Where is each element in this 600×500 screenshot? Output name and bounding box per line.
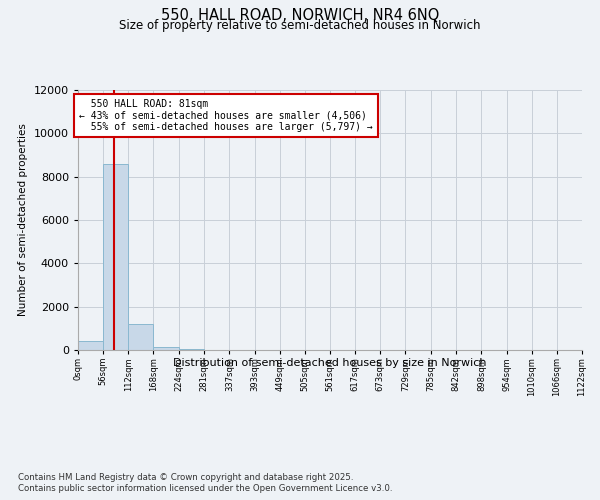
Text: Contains HM Land Registry data © Crown copyright and database right 2025.: Contains HM Land Registry data © Crown c… <box>18 472 353 482</box>
Bar <box>179 348 204 350</box>
Bar <box>128 324 154 350</box>
Text: Contains public sector information licensed under the Open Government Licence v3: Contains public sector information licen… <box>18 484 392 493</box>
Bar <box>154 347 179 350</box>
Text: 550 HALL ROAD: 81sqm
← 43% of semi-detached houses are smaller (4,506)
  55% of : 550 HALL ROAD: 81sqm ← 43% of semi-detac… <box>79 98 373 132</box>
Text: 550, HALL ROAD, NORWICH, NR4 6NQ: 550, HALL ROAD, NORWICH, NR4 6NQ <box>161 8 439 22</box>
Text: Distribution of semi-detached houses by size in Norwich: Distribution of semi-detached houses by … <box>173 358 487 368</box>
Bar <box>78 342 103 350</box>
Text: Size of property relative to semi-detached houses in Norwich: Size of property relative to semi-detach… <box>119 19 481 32</box>
Y-axis label: Number of semi-detached properties: Number of semi-detached properties <box>18 124 28 316</box>
Bar <box>103 164 128 350</box>
